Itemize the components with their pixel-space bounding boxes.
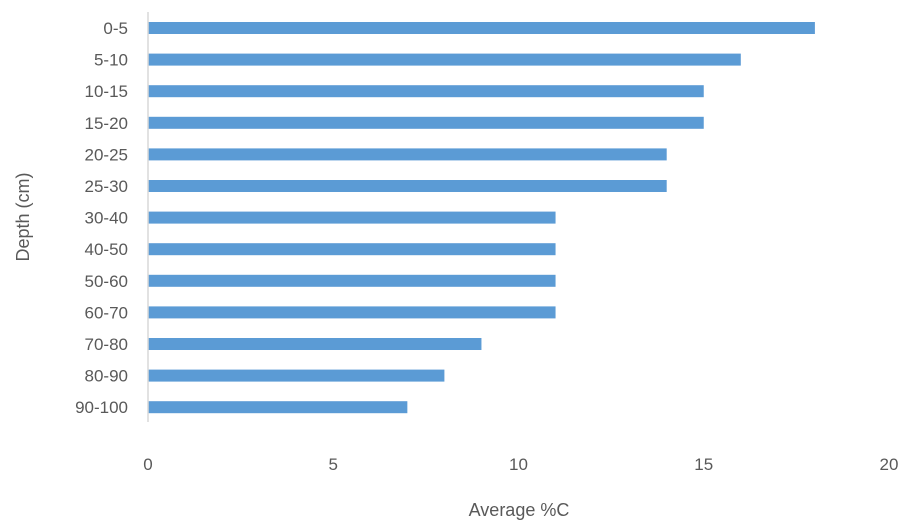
bars-group bbox=[148, 22, 815, 414]
x-tick-label-20: 20 bbox=[880, 455, 899, 474]
x-tick-labels: 0 5 10 15 20 bbox=[143, 455, 898, 474]
bar-90-100 bbox=[148, 401, 408, 414]
category-label-90-100: 90-100 bbox=[75, 398, 128, 417]
bar-5-10 bbox=[148, 53, 741, 66]
y-axis-title: Depth (cm) bbox=[13, 172, 33, 261]
category-label-25-30: 25-30 bbox=[85, 177, 128, 196]
bar-25-30 bbox=[148, 180, 667, 192]
x-tick-label-5: 5 bbox=[329, 455, 338, 474]
bar-30-40 bbox=[148, 211, 556, 224]
bar-50-60 bbox=[148, 274, 556, 287]
category-label-0-5: 0-5 bbox=[103, 19, 128, 38]
category-label-5-10: 5-10 bbox=[94, 51, 128, 70]
x-tick-label-0: 0 bbox=[143, 455, 152, 474]
x-tick-label-10: 10 bbox=[509, 455, 528, 474]
bar-0-5 bbox=[148, 22, 815, 34]
bar-20-25 bbox=[148, 148, 667, 161]
bar-60-70 bbox=[148, 306, 556, 319]
bar-80-90 bbox=[148, 369, 445, 382]
category-label-80-90: 80-90 bbox=[85, 367, 128, 386]
bar-70-80 bbox=[148, 338, 482, 350]
category-label-60-70: 60-70 bbox=[85, 303, 128, 322]
category-label-40-50: 40-50 bbox=[85, 240, 128, 259]
category-label-50-60: 50-60 bbox=[85, 272, 128, 291]
category-labels: 0-5 5-10 10-15 15-20 20-25 25-30 30-40 40-50 50-… bbox=[75, 19, 128, 417]
bar-10-15 bbox=[148, 85, 704, 98]
x-tick-label-15: 15 bbox=[694, 455, 713, 474]
bar-40-50 bbox=[148, 243, 556, 256]
category-label-20-25: 20-25 bbox=[85, 145, 128, 164]
x-axis-title: Average %C bbox=[469, 500, 570, 520]
bar-15-20 bbox=[148, 116, 704, 129]
category-label-15-20: 15-20 bbox=[85, 114, 128, 133]
category-label-30-40: 30-40 bbox=[85, 209, 128, 228]
category-label-70-80: 70-80 bbox=[85, 335, 128, 354]
category-label-10-15: 10-15 bbox=[85, 82, 128, 101]
